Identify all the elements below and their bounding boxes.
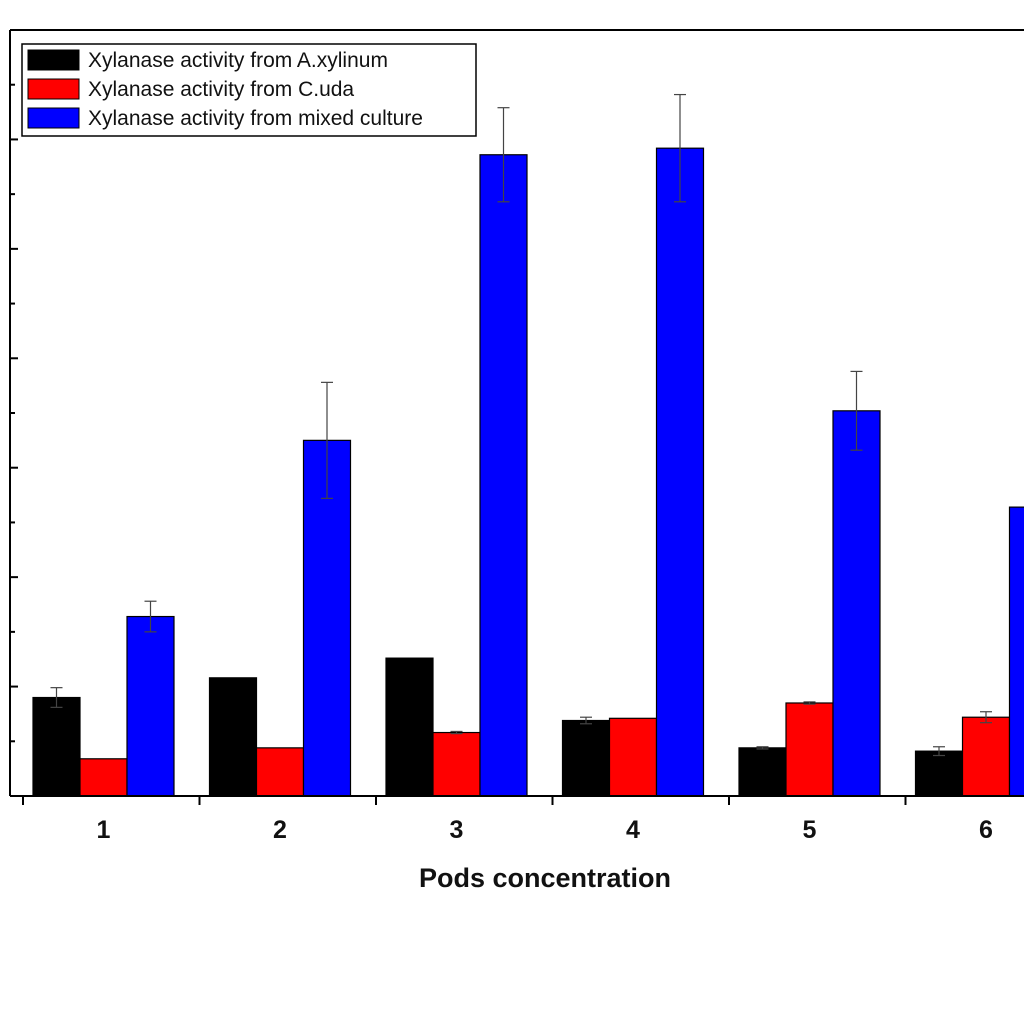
bar-3-1 [126, 615, 175, 797]
x-tick-label: 6 [979, 816, 993, 844]
error-bar [497, 107, 510, 203]
bar-2-6 [961, 716, 1011, 797]
bar-1-5 [738, 747, 787, 797]
error-bar [674, 93, 686, 203]
error-bar [803, 701, 816, 705]
error-bar [980, 711, 992, 724]
x-tick-label: 4 [626, 816, 640, 844]
error-bar [321, 381, 333, 499]
x-tick-label: 2 [273, 816, 287, 844]
bar-1-4 [561, 719, 611, 797]
bar-2-1 [79, 758, 128, 797]
legend: Xylanase activity from A.xylinum Xylanase… [21, 43, 477, 137]
bar-1-6 [914, 750, 964, 797]
legend-label: Xylanase activity from mixed culture [88, 107, 423, 130]
bar-1-2 [208, 677, 258, 797]
bar-3-6 [1008, 506, 1024, 797]
x-axis-title: Pods concentration [419, 863, 671, 893]
bar-1-3 [385, 657, 434, 797]
error-bar [450, 730, 463, 735]
legend-box [21, 43, 477, 137]
bar-2-4 [608, 717, 658, 797]
error-bar [756, 746, 769, 750]
legend-swatch [27, 78, 80, 100]
bar-1-1 [32, 696, 81, 797]
bar-3-2 [302, 439, 352, 797]
bar-3-3 [479, 154, 528, 797]
error-bar [50, 687, 63, 708]
error-bar [850, 370, 863, 451]
bar-2-5 [785, 702, 834, 797]
x-tick-label: 5 [803, 816, 817, 844]
x-tick-label: 1 [97, 816, 111, 844]
legend-label: Xylanase activity from C.uda [88, 78, 354, 101]
bar-2-3 [432, 731, 481, 797]
bars-layer [32, 93, 1024, 797]
legend-swatch [27, 49, 80, 71]
error-bar [580, 716, 592, 725]
axes-layer: 1 2 3 4 5 6 [9, 29, 1024, 844]
bar-3-4 [655, 147, 705, 797]
bar-2-2 [255, 747, 305, 797]
error-bar [144, 600, 157, 633]
legend-swatch [27, 107, 80, 129]
bar-3-5 [832, 410, 881, 797]
error-bar [933, 746, 945, 757]
x-tick-label: 3 [450, 816, 464, 844]
legend-label: Xylanase activity from A.xylinum [88, 49, 388, 72]
